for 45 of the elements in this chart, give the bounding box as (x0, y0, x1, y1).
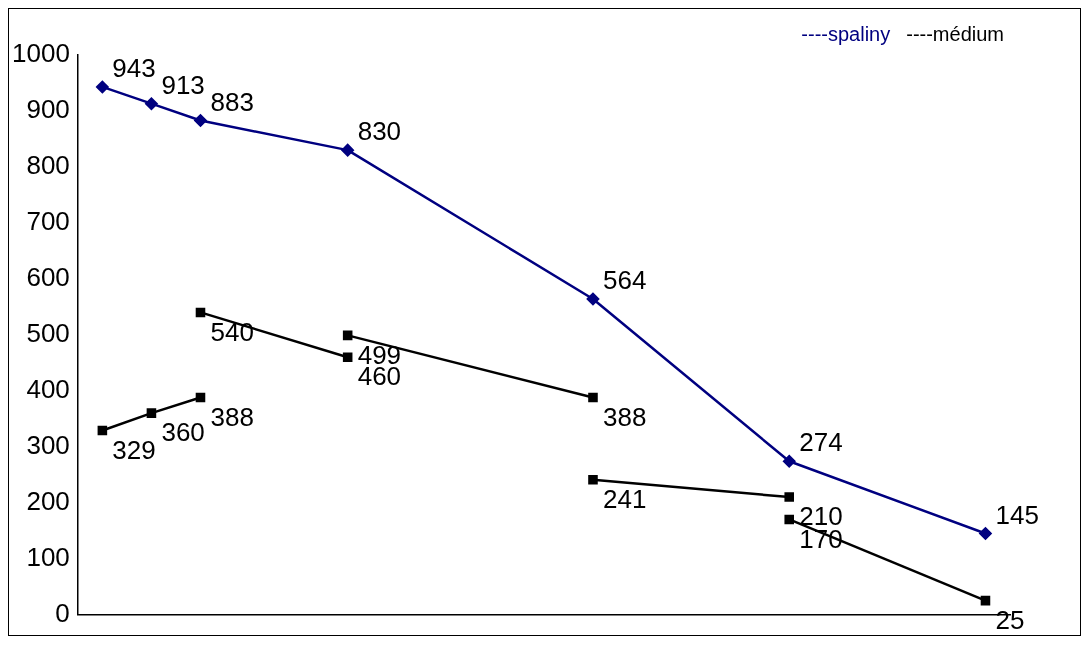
point (342, 352, 353, 362)
point (979, 527, 992, 540)
point (342, 330, 353, 341)
data-label: 329 (112, 434, 156, 465)
point (96, 80, 109, 94)
point (195, 307, 206, 318)
data-label: 241 (602, 483, 647, 514)
data-label: 830 (357, 116, 402, 147)
data-label: 360 (161, 417, 205, 448)
y-tick-label: 300 (26, 429, 70, 460)
point (97, 425, 108, 436)
y-tick-label: 1000 (12, 38, 70, 69)
data-label: 883 (210, 86, 254, 117)
point (980, 595, 991, 606)
y-tick-label: 100 (26, 541, 70, 572)
data-label: 540 (210, 316, 254, 347)
y-tick-label: 200 (26, 485, 70, 516)
y-tick-label: 800 (26, 150, 70, 181)
point (782, 455, 796, 468)
point (146, 408, 157, 418)
data-label: 564 (602, 265, 647, 296)
data-label: 943 (112, 53, 156, 84)
data-label: 25 (995, 604, 1025, 635)
data-label: 913 (161, 69, 205, 100)
point (341, 143, 354, 157)
point (784, 514, 795, 525)
data-label: 145 (995, 499, 1039, 530)
data-label: 388 (602, 401, 647, 432)
point (145, 97, 158, 110)
y-tick-label: 400 (26, 373, 70, 404)
y-tick-label: 0 (55, 597, 70, 628)
y-tick-label: 700 (26, 206, 70, 237)
point (784, 492, 795, 502)
data-label: 274 (799, 427, 843, 458)
y-tick-label: 900 (26, 94, 70, 125)
y-tick-label: 600 (26, 262, 70, 293)
text: ----spaliny (801, 22, 891, 45)
point (586, 292, 600, 306)
text: ----médium (906, 22, 1005, 45)
point (195, 392, 206, 403)
point (194, 114, 207, 127)
point (588, 474, 598, 485)
data-label: 388 (210, 401, 254, 432)
point (588, 392, 598, 403)
y-tick-label: 500 (26, 317, 70, 348)
